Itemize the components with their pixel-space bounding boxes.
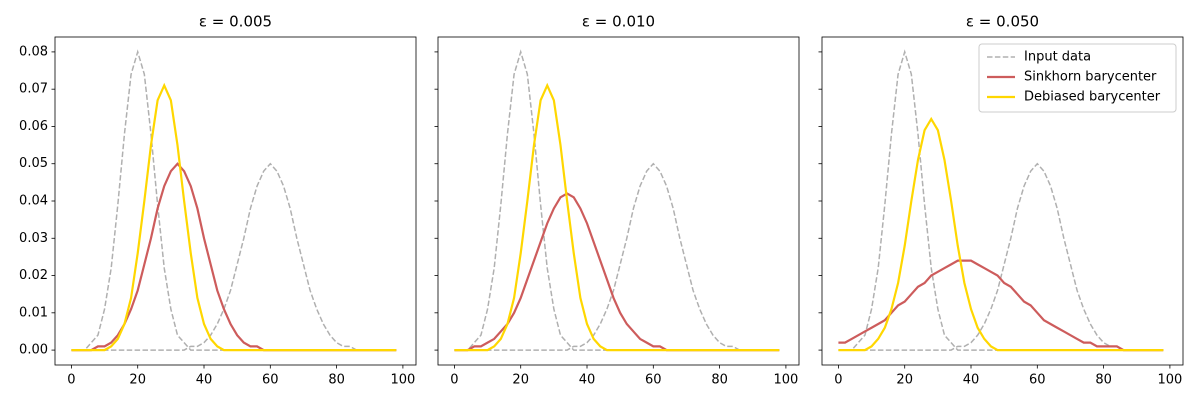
x-tick-label: 80 <box>1095 373 1112 388</box>
series-line <box>838 116 1164 352</box>
panel: ε = 0.050 0 20 40 60 80 100 Input data Sinkhorn … <box>818 13 1184 388</box>
x-tick-label: 60 <box>1029 373 1046 388</box>
axes-frame <box>437 36 800 366</box>
x-tick-label: 40 <box>963 373 980 388</box>
y-tick-label: 0.08 <box>19 44 48 59</box>
axes-frame <box>54 36 417 366</box>
x-tick-label: 100 <box>390 373 415 388</box>
y-tick-label: 0.00 <box>19 343 48 358</box>
series-line <box>71 162 397 352</box>
x-tick-label: 20 <box>129 373 146 388</box>
series-line <box>71 162 397 351</box>
x-tick-label: 80 <box>328 373 345 388</box>
series-line <box>838 162 1164 351</box>
legend-label: Debiased barycenter <box>1024 90 1161 105</box>
x-tick-label: 20 <box>896 373 913 388</box>
x-tick-label: 20 <box>512 373 529 388</box>
y-tick-label: 0.04 <box>19 194 48 209</box>
panel: ε = 0.010 0 20 40 60 80 100 <box>434 13 800 388</box>
y-tick-label: 0.03 <box>19 231 48 246</box>
y-tick-label: 0.02 <box>19 268 48 283</box>
x-tick-label: 100 <box>1157 373 1182 388</box>
y-tick-label: 0.01 <box>19 305 48 320</box>
legend-label: Input data <box>1024 50 1091 65</box>
panel: ε = 0.005 0 20 40 60 80 100 0.00 0.01 0.02 0.03 0.0… <box>19 13 417 388</box>
legend-box <box>978 43 1177 113</box>
series-line <box>71 49 397 351</box>
x-tick-label: 100 <box>773 373 798 388</box>
y-tick-label: 0.05 <box>19 156 48 171</box>
series-line <box>838 259 1164 352</box>
x-tick-label: 40 <box>579 373 596 388</box>
panel-title: ε = 0.005 <box>199 13 272 31</box>
x-tick-label: 40 <box>196 373 213 388</box>
x-tick-label: 0 <box>67 373 75 388</box>
x-tick-label: 60 <box>262 373 279 388</box>
series-line <box>454 192 780 352</box>
x-tick-label: 0 <box>450 373 458 388</box>
y-tick-label: 0.06 <box>19 119 48 134</box>
x-tick-label: 0 <box>834 373 842 388</box>
legend-label: Sinkhorn barycenter <box>1024 70 1157 85</box>
x-tick-label: 80 <box>711 373 728 388</box>
panel-title: ε = 0.010 <box>582 13 655 31</box>
y-tick-label: 0.07 <box>19 82 48 97</box>
series-line <box>71 82 397 352</box>
x-tick-label: 60 <box>645 373 662 388</box>
series-line <box>454 82 780 352</box>
panel-title: ε = 0.050 <box>966 13 1039 31</box>
series-line <box>454 162 780 351</box>
